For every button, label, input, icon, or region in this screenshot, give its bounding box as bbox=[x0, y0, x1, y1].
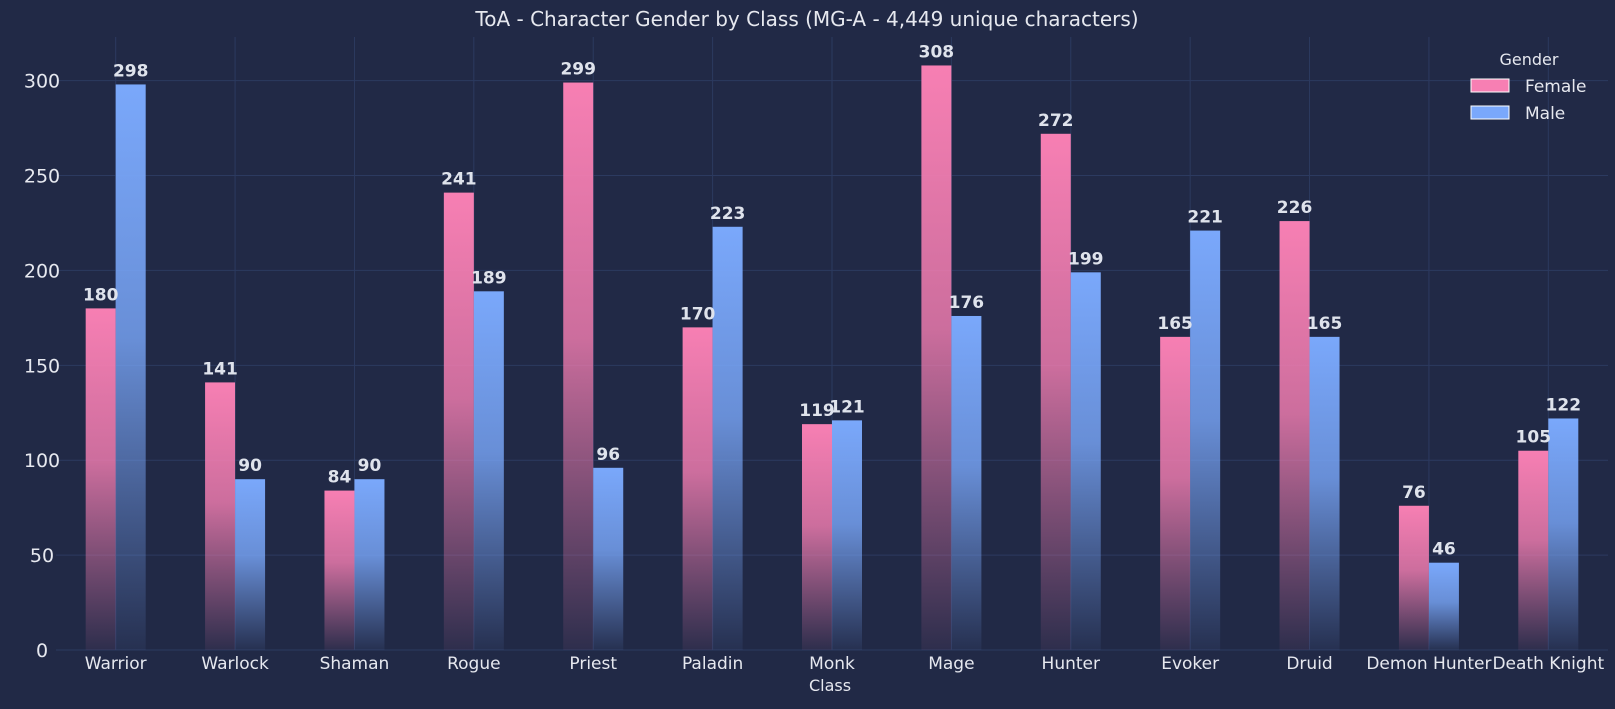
bar-value-label: 299 bbox=[560, 60, 596, 80]
bar-female bbox=[85, 308, 116, 650]
bar-male bbox=[1309, 336, 1340, 650]
bar-male bbox=[1548, 418, 1579, 650]
x-tick-label: Monk bbox=[809, 654, 855, 674]
bar-value-label: 223 bbox=[710, 204, 746, 224]
legend-label: Male bbox=[1525, 104, 1565, 124]
bar-value-label: 90 bbox=[358, 456, 382, 476]
bar-male bbox=[951, 315, 982, 650]
x-tick-label: Rogue bbox=[447, 654, 500, 674]
x-tick-label: Demon Hunter bbox=[1366, 654, 1491, 674]
bar-female bbox=[921, 65, 952, 651]
legend-label: Female bbox=[1525, 77, 1586, 97]
y-tick-label: 250 bbox=[24, 166, 60, 188]
bar-value-label: 226 bbox=[1277, 198, 1313, 218]
bar-value-label: 96 bbox=[596, 445, 620, 465]
y-tick-label: 150 bbox=[24, 355, 60, 377]
bar-male bbox=[1070, 272, 1101, 650]
bar-female bbox=[1040, 133, 1071, 650]
bar-male bbox=[354, 479, 385, 650]
bar-value-label: 165 bbox=[1157, 314, 1193, 334]
bar-value-label: 90 bbox=[238, 456, 262, 476]
bar-female bbox=[1518, 450, 1549, 650]
bar-female bbox=[324, 490, 355, 650]
bar-value-label: 121 bbox=[829, 397, 865, 417]
bar-value-label: 241 bbox=[441, 170, 477, 190]
legend-swatch-male bbox=[1470, 105, 1510, 120]
bar-value-label: 141 bbox=[202, 359, 238, 379]
chart-title: ToA - Character Gender by Class (MG-A - … bbox=[474, 7, 1138, 31]
bar-value-label: 84 bbox=[328, 468, 352, 488]
bar-value-label: 170 bbox=[680, 304, 716, 324]
y-tick-label: 300 bbox=[24, 71, 60, 93]
bar-value-label: 180 bbox=[83, 285, 119, 305]
bar-value-labels: 180 141 84 241 299 170 119 308 272 165 226 76 105 298… bbox=[83, 42, 1581, 559]
y-tick-label: 200 bbox=[24, 260, 60, 282]
bar-value-label: 199 bbox=[1068, 249, 1104, 269]
legend-title: Gender bbox=[1500, 50, 1559, 69]
bar-value-label: 46 bbox=[1432, 540, 1456, 560]
x-tick-label: Paladin bbox=[682, 654, 743, 674]
legend: Gender Female Male bbox=[1470, 50, 1586, 124]
bar-value-label: 298 bbox=[113, 61, 149, 81]
bar-value-label: 122 bbox=[1546, 395, 1582, 415]
x-tick-label: Warlock bbox=[201, 654, 269, 674]
bar-value-label: 176 bbox=[949, 293, 985, 313]
x-axis-label: Class bbox=[809, 676, 851, 695]
y-tick-label: 100 bbox=[24, 450, 60, 472]
bar-value-label: 308 bbox=[919, 42, 955, 62]
bar-male bbox=[1190, 230, 1221, 650]
bar-male bbox=[593, 467, 624, 650]
bar-male bbox=[235, 479, 266, 650]
bar-value-label: 272 bbox=[1038, 111, 1074, 131]
y-tick-label: 0 bbox=[36, 640, 48, 662]
y-tick-label: 50 bbox=[30, 545, 54, 567]
bar-value-label: 119 bbox=[799, 401, 835, 421]
bar-male bbox=[712, 226, 743, 651]
bar-female bbox=[682, 327, 713, 650]
bar-female bbox=[1160, 336, 1191, 650]
bar-male bbox=[115, 84, 146, 651]
x-tick-label: Mage bbox=[928, 654, 974, 674]
x-tick-label: Hunter bbox=[1042, 654, 1100, 674]
bar-female bbox=[443, 192, 474, 650]
bar-female bbox=[1279, 221, 1310, 650]
x-tick-label: Warrior bbox=[85, 654, 147, 674]
legend-swatch-female bbox=[1470, 78, 1510, 93]
bar-male bbox=[832, 420, 862, 650]
bar-female bbox=[1398, 505, 1429, 650]
bar-female bbox=[563, 82, 594, 651]
bar-male bbox=[1428, 562, 1459, 650]
x-tick-label: Shaman bbox=[320, 654, 390, 674]
bar-value-label: 221 bbox=[1187, 208, 1223, 228]
bar-value-label: 189 bbox=[471, 268, 507, 288]
axes: 0 50 100 150 200 250 300 Warrior Warlock Shaman Ro… bbox=[24, 71, 1605, 674]
bar-female bbox=[205, 382, 236, 650]
bar-male bbox=[473, 291, 504, 650]
x-tick-label: Death Knight bbox=[1492, 654, 1604, 674]
bar-value-label: 76 bbox=[1402, 483, 1426, 503]
x-tick-label: Evoker bbox=[1161, 654, 1219, 674]
x-tick-label: Druid bbox=[1286, 654, 1332, 674]
x-tick-label: Priest bbox=[569, 654, 617, 674]
bar-value-label: 105 bbox=[1516, 428, 1552, 448]
bar-value-label: 165 bbox=[1307, 314, 1343, 334]
bars bbox=[85, 65, 1579, 651]
bar-female bbox=[802, 424, 832, 650]
